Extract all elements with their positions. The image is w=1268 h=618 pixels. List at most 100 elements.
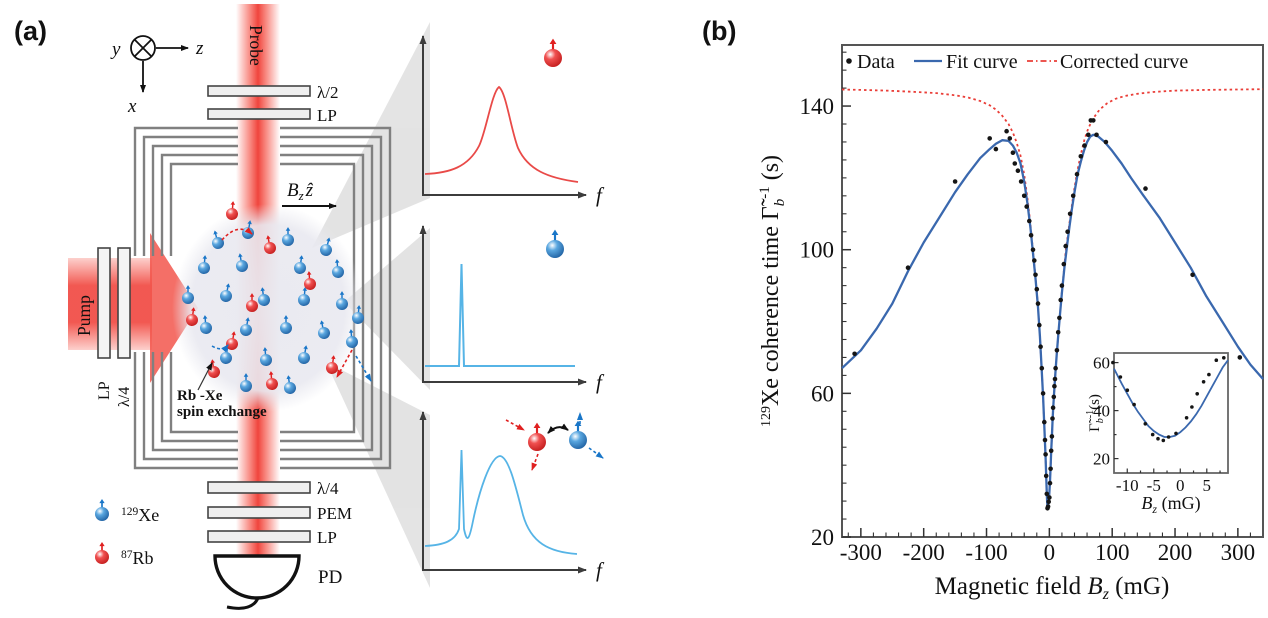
y-tick-label: 60: [811, 381, 834, 406]
x-tick-label: 200: [1158, 540, 1193, 565]
inset-data-points: [1111, 356, 1226, 443]
half-waveplate-label: λ/2: [317, 83, 338, 102]
x-tick-label: -200: [903, 540, 945, 565]
axis-y-label: y: [110, 39, 121, 60]
xe-atom: [318, 320, 330, 339]
rb-atom: [544, 38, 562, 67]
rb-atom: [95, 541, 109, 564]
xe-atom: [182, 285, 194, 304]
spin-exchange-label-line2: spin exchange: [177, 404, 267, 420]
inset-plot: -10 -5 0 5 20 40 60 Bz (mG) Γ̃b-1(s): [1085, 352, 1229, 516]
shield-layer: [142, 135, 383, 461]
inset-x-axis-label: Bz (mG): [1141, 493, 1200, 516]
axis-minor-ticks: [842, 51, 1251, 537]
data-points: [852, 118, 1243, 511]
legend-corrected-label: Corrected curve: [1060, 51, 1188, 73]
x-tick-label: -300: [840, 540, 882, 565]
chart-legend: Data Fit curve Corrected curve: [846, 51, 1188, 73]
inset-ticks: [1114, 362, 1221, 473]
spectrum3-f-label: f: [596, 558, 605, 582]
legend-rb-label: 87Rb: [121, 548, 154, 568]
spin-exchange-pointer: [197, 362, 213, 391]
rb-atom: [266, 371, 278, 390]
panel-a-diagram: y z x (a) Probe Pump λ/2 LP LP λ/4 Bz ẑ R…: [14, 4, 605, 610]
pump-linear-polarizer: [97, 247, 111, 359]
x-tick-label: 300: [1221, 540, 1256, 565]
xe-atom: [212, 230, 224, 249]
xe-atom: [220, 283, 232, 302]
half-waveplate: [207, 85, 311, 97]
xe-atom: [346, 329, 358, 348]
linear-polarizer-bottom: [207, 530, 311, 543]
y-axis-label: 129Xe coherence time Γ̃b-1 (s): [757, 155, 788, 427]
xe-atom: [280, 315, 292, 334]
panel-a-label: (a): [14, 16, 47, 46]
probe-beam-label: Probe: [246, 25, 266, 66]
x-tick-label: 0: [1044, 540, 1056, 565]
inset-frame: [1113, 352, 1229, 474]
bz-field-label: Bz ẑ: [287, 180, 314, 203]
rb-atom: [528, 422, 546, 451]
xe-atom: [569, 420, 587, 449]
rb-atom: [226, 331, 238, 350]
legend-xe-label: 129Xe: [121, 505, 159, 525]
xe-atom: [95, 498, 109, 521]
xe-atom: [298, 287, 310, 306]
inset-x-tick-label: -10: [1116, 476, 1139, 495]
rb-atom: [326, 355, 338, 374]
lp-bottom-label: LP: [317, 528, 337, 547]
y-axis-into-page-icon: [130, 35, 156, 61]
xe-atom: [258, 287, 270, 306]
y-tick-label: 140: [800, 94, 835, 119]
xe-atom: [294, 255, 306, 274]
rb-atom: [304, 271, 316, 290]
probe-optics-bottom: [207, 481, 311, 543]
xe-atom: [236, 253, 248, 272]
probe-optics-top: [207, 85, 311, 120]
collision-arrows: [211, 227, 372, 382]
shield-layer: [151, 144, 374, 452]
legend-fit-label: Fit curve: [946, 51, 1018, 73]
xe-atom: [298, 345, 310, 364]
inset-x-tick-label: 0: [1176, 476, 1185, 495]
pump-lp-label: LP: [96, 381, 113, 400]
linear-polarizer-top-label: LP: [317, 106, 337, 125]
pump-quarter-waveplate: [117, 247, 131, 359]
coordinate-axes: [130, 35, 189, 93]
pd-label: PD: [318, 567, 342, 588]
panel-b-label: (b): [702, 16, 736, 46]
spectrum1-f-label: f: [596, 183, 605, 207]
rb-atom: [264, 235, 276, 254]
rb-spectrum-curve: [424, 85, 579, 183]
inset-y-tick-label: 20: [1093, 450, 1110, 469]
axis-x-label: x: [127, 96, 137, 117]
species-legend-markers: [95, 498, 109, 564]
xe-atom: [240, 373, 252, 392]
spectra-spin-icons: [528, 38, 587, 451]
axis-ticks: [842, 105, 1239, 538]
inset-x-tick-label: -5: [1147, 476, 1161, 495]
inset-y-tick-label: 40: [1093, 402, 1110, 421]
xe-atom: [240, 317, 252, 336]
pump-optics: [97, 247, 131, 359]
legend-data-marker: [846, 58, 852, 64]
xe-atom: [332, 259, 344, 278]
axis-z-label: z: [195, 38, 204, 59]
panel-b-chart: (b) -300 -200 -100 0 100 200 3002060100140Data…: [702, 16, 1264, 603]
rb-atom: [186, 307, 198, 326]
pump-beam-label: Pump: [74, 295, 94, 336]
inset-x-tick-label: 5: [1203, 476, 1212, 495]
shield-layer: [133, 126, 392, 470]
rb-atom: [246, 293, 258, 312]
qwp-bottom-label: λ/4: [317, 479, 339, 498]
legend-data-label: Data: [857, 51, 895, 73]
inset-y-axis-label: Γ̃b-1(s): [1085, 394, 1106, 432]
y-tick-label: 20: [811, 525, 834, 550]
spectrum2-f-label: f: [596, 370, 605, 394]
xe-spectrum-curve: [425, 263, 575, 367]
rb-atom: [226, 201, 238, 220]
xe-atom: [260, 347, 272, 366]
x-tick-label: 100: [1095, 540, 1130, 565]
xe-atom: [336, 291, 348, 310]
